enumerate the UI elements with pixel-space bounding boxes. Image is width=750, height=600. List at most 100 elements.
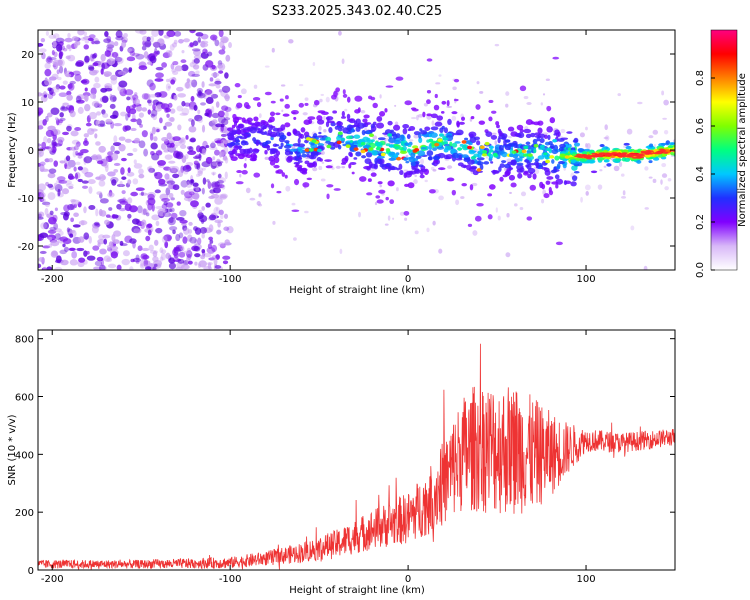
heatmap-cell (126, 56, 136, 62)
heatmap-cell (316, 148, 322, 153)
heatmap-cell (365, 151, 373, 158)
heatmap-cell (127, 217, 131, 222)
heatmap-cell (126, 96, 131, 101)
heatmap-cell (144, 266, 152, 270)
heatmap-cell (306, 177, 313, 181)
heatmap-cell (75, 141, 81, 147)
heatmap-cell (117, 57, 124, 64)
heatmap-cell (233, 120, 238, 127)
heatmap-cell (501, 133, 508, 139)
heatmap-cell (90, 58, 95, 62)
heatmap-cell (127, 213, 132, 219)
snr-y-ticks: 0 200 400 600 800 (15, 335, 675, 577)
heatmap-cell (555, 241, 563, 246)
heatmap-cell (266, 145, 270, 151)
heatmap-cell (217, 64, 224, 69)
heatmap-cell (141, 45, 147, 51)
heatmap-cell (523, 128, 532, 134)
heatmap-cell (99, 264, 106, 270)
heatmap-cell (133, 159, 137, 165)
heatmap-cell (130, 127, 137, 132)
heatmap-cell (214, 181, 220, 188)
heatmap-cell (166, 30, 176, 38)
heatmap-cell (220, 214, 224, 220)
heatmap-cell (178, 232, 184, 239)
heatmap-cell (458, 154, 463, 160)
heatmap-cell (92, 62, 99, 67)
heatmap-cell (83, 156, 93, 164)
heatmap-cell (121, 176, 127, 180)
heatmap-cell (151, 126, 156, 135)
heatmap-cell (238, 123, 244, 129)
heatmap-cell (91, 54, 97, 59)
heatmap-cell (187, 70, 196, 77)
heatmap-cell (154, 171, 163, 180)
heatmap-cell (317, 143, 325, 147)
heatmap-cell (78, 257, 86, 263)
heatmap-cell (416, 114, 419, 121)
heatmap-cell (668, 142, 675, 146)
heatmap-cell (136, 105, 143, 112)
heatmap-cell (415, 161, 420, 164)
heatmap-cell (45, 129, 54, 138)
heatmap-cell (129, 94, 134, 101)
chart-title: S233.2025.343.02.40.C25 (272, 4, 442, 19)
heatmap-cell (605, 135, 610, 141)
heatmap-cell (210, 142, 216, 149)
heatmap-cell (49, 226, 57, 231)
heatmap-cell (586, 159, 591, 164)
heatmap-cell (155, 227, 163, 234)
heatmap-cell (476, 81, 480, 85)
heatmap-cell (454, 141, 461, 144)
heatmap-cell (328, 126, 333, 134)
heatmap-cell (38, 143, 42, 147)
heatmap-cell (114, 56, 123, 63)
heatmap-cell (562, 164, 567, 169)
heatmap-cell (357, 107, 361, 113)
heatmap-cell (370, 96, 376, 101)
heatmap-cell (620, 195, 627, 199)
heatmap-cell (312, 161, 318, 168)
heatmap-cell (307, 116, 316, 120)
heatmap-cell (129, 266, 134, 270)
heatmap-cell (74, 41, 78, 49)
heatmap-cell (148, 167, 156, 173)
heatmap-cell (223, 226, 230, 231)
heatmap-cell (223, 213, 229, 219)
heatmap-cell (152, 250, 158, 258)
heatmap-cell (186, 234, 193, 242)
heatmap-cell (302, 182, 310, 188)
heatmap-cell (146, 36, 151, 42)
heatmap-cell (453, 132, 462, 136)
heatmap-cell (128, 69, 132, 73)
heatmap-cell (519, 156, 523, 162)
heatmap-cell (201, 233, 205, 239)
heatmap-cell (623, 145, 627, 149)
heatmap-cell (42, 266, 47, 270)
heatmap-cell (470, 116, 475, 120)
heatmap-cell (72, 224, 81, 228)
heatmap-cell (333, 90, 338, 98)
heatmap-cell (488, 99, 494, 104)
heatmap-cell (169, 167, 178, 174)
heatmap-cell (387, 120, 393, 126)
heatmap-cell (43, 222, 49, 230)
heatmap-cell (152, 266, 157, 270)
heatmap-cell (363, 165, 371, 170)
heatmap-cell (404, 100, 413, 106)
heatmap-cell (237, 95, 242, 99)
heatmap-cell (206, 51, 213, 57)
heatmap-cell (194, 227, 202, 235)
heatmap-cell (556, 163, 561, 169)
heatmap-cell (463, 157, 471, 162)
heatmap-cell (153, 172, 158, 177)
heatmap-cell (205, 156, 213, 164)
heatmap-cell (318, 125, 322, 131)
heatmap-cell (243, 163, 247, 169)
heatmap-cell (84, 39, 90, 44)
heatmap-cell (433, 159, 439, 164)
heatmap-cell (413, 179, 418, 185)
heatmap-cell (245, 187, 251, 194)
heatmap-cell (197, 167, 204, 174)
heatmap-cell (521, 149, 527, 154)
